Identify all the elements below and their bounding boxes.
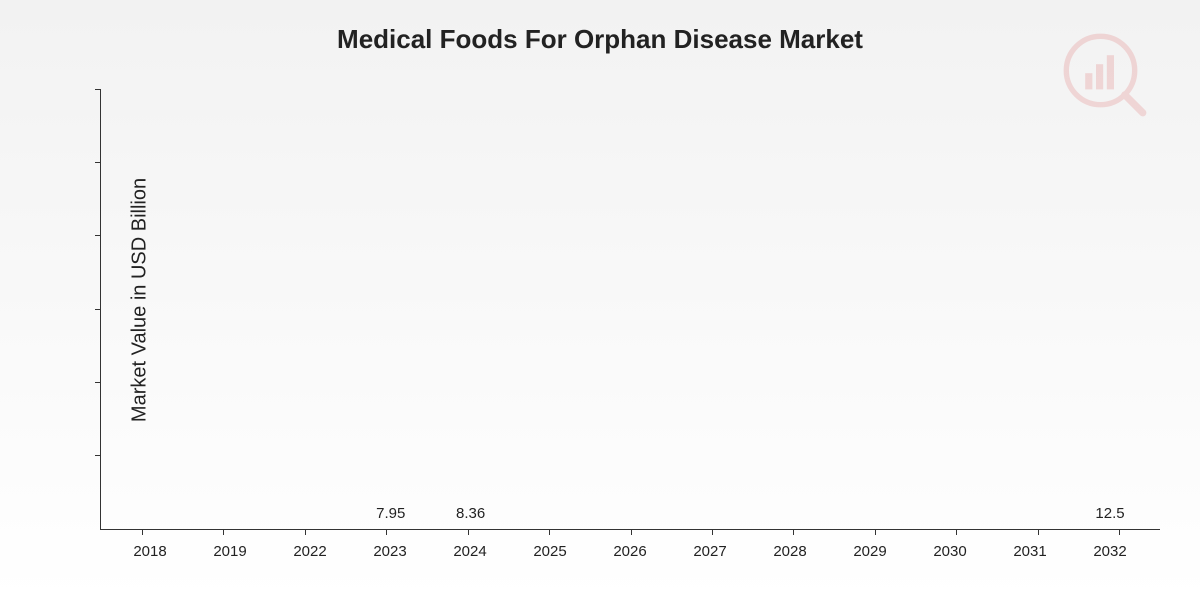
bar-value-label: 7.95 xyxy=(376,505,405,523)
x-axis-tick xyxy=(631,529,632,535)
x-axis-tick-label: 2023 xyxy=(350,543,430,560)
x-axis-tick xyxy=(549,529,550,535)
x-axis-tick xyxy=(142,529,143,535)
x-axis-tick-label: 2026 xyxy=(590,543,670,560)
bar-group xyxy=(830,505,910,529)
plot-area: 7.95 8.36 12.5 xyxy=(100,90,1160,530)
bar-group: 7.95 xyxy=(351,505,431,529)
bar-group xyxy=(591,505,671,529)
x-axis-tick xyxy=(305,529,306,535)
chart-container: Medical Foods For Orphan Disease Market … xyxy=(0,0,1200,600)
x-axis-tick-label: 2028 xyxy=(750,543,830,560)
bar-group xyxy=(990,505,1070,529)
y-axis-tick xyxy=(95,455,101,456)
y-axis-tick xyxy=(95,89,101,90)
x-axis-tick xyxy=(1119,529,1120,535)
x-axis-tick xyxy=(1038,529,1039,535)
x-axis-tick-label: 2018 xyxy=(110,543,190,560)
bar-group xyxy=(670,505,750,529)
y-axis-tick xyxy=(95,309,101,310)
bar-group: 8.36 xyxy=(431,505,511,529)
y-axis-tick xyxy=(95,235,101,236)
x-axis-tick xyxy=(712,529,713,535)
bar-value-label: 12.5 xyxy=(1095,505,1124,523)
bar-group xyxy=(910,505,990,529)
x-axis-tick-label: 2027 xyxy=(670,543,750,560)
bar-group xyxy=(750,505,830,529)
x-axis-tick-label: 2019 xyxy=(190,543,270,560)
x-axis-tick xyxy=(468,529,469,535)
x-axis-tick-label: 2024 xyxy=(430,543,510,560)
x-axis-tick-label: 2022 xyxy=(270,543,350,560)
bar-group xyxy=(271,505,351,529)
x-axis-labels: 2018201920222023202420252026202720282029… xyxy=(100,543,1160,560)
x-axis-tick-label: 2031 xyxy=(990,543,1070,560)
x-axis-tick xyxy=(793,529,794,535)
bar-value-label: 8.36 xyxy=(456,505,485,523)
bar-group xyxy=(191,505,271,529)
x-axis-tick-label: 2029 xyxy=(830,543,910,560)
bar-group: 12.5 xyxy=(1070,505,1150,529)
chart-title: Medical Foods For Orphan Disease Market xyxy=(0,0,1200,55)
y-axis-tick xyxy=(95,162,101,163)
x-axis-tick xyxy=(386,529,387,535)
x-axis-tick xyxy=(956,529,957,535)
bars-container: 7.95 8.36 12.5 xyxy=(101,90,1160,529)
y-axis-tick xyxy=(95,382,101,383)
x-axis-tick-label: 2030 xyxy=(910,543,990,560)
x-axis-tick-label: 2025 xyxy=(510,543,590,560)
x-axis-tick xyxy=(223,529,224,535)
bar-group xyxy=(511,505,591,529)
x-axis-tick-label: 2032 xyxy=(1070,543,1150,560)
bar-group xyxy=(111,505,191,529)
x-axis-tick xyxy=(875,529,876,535)
